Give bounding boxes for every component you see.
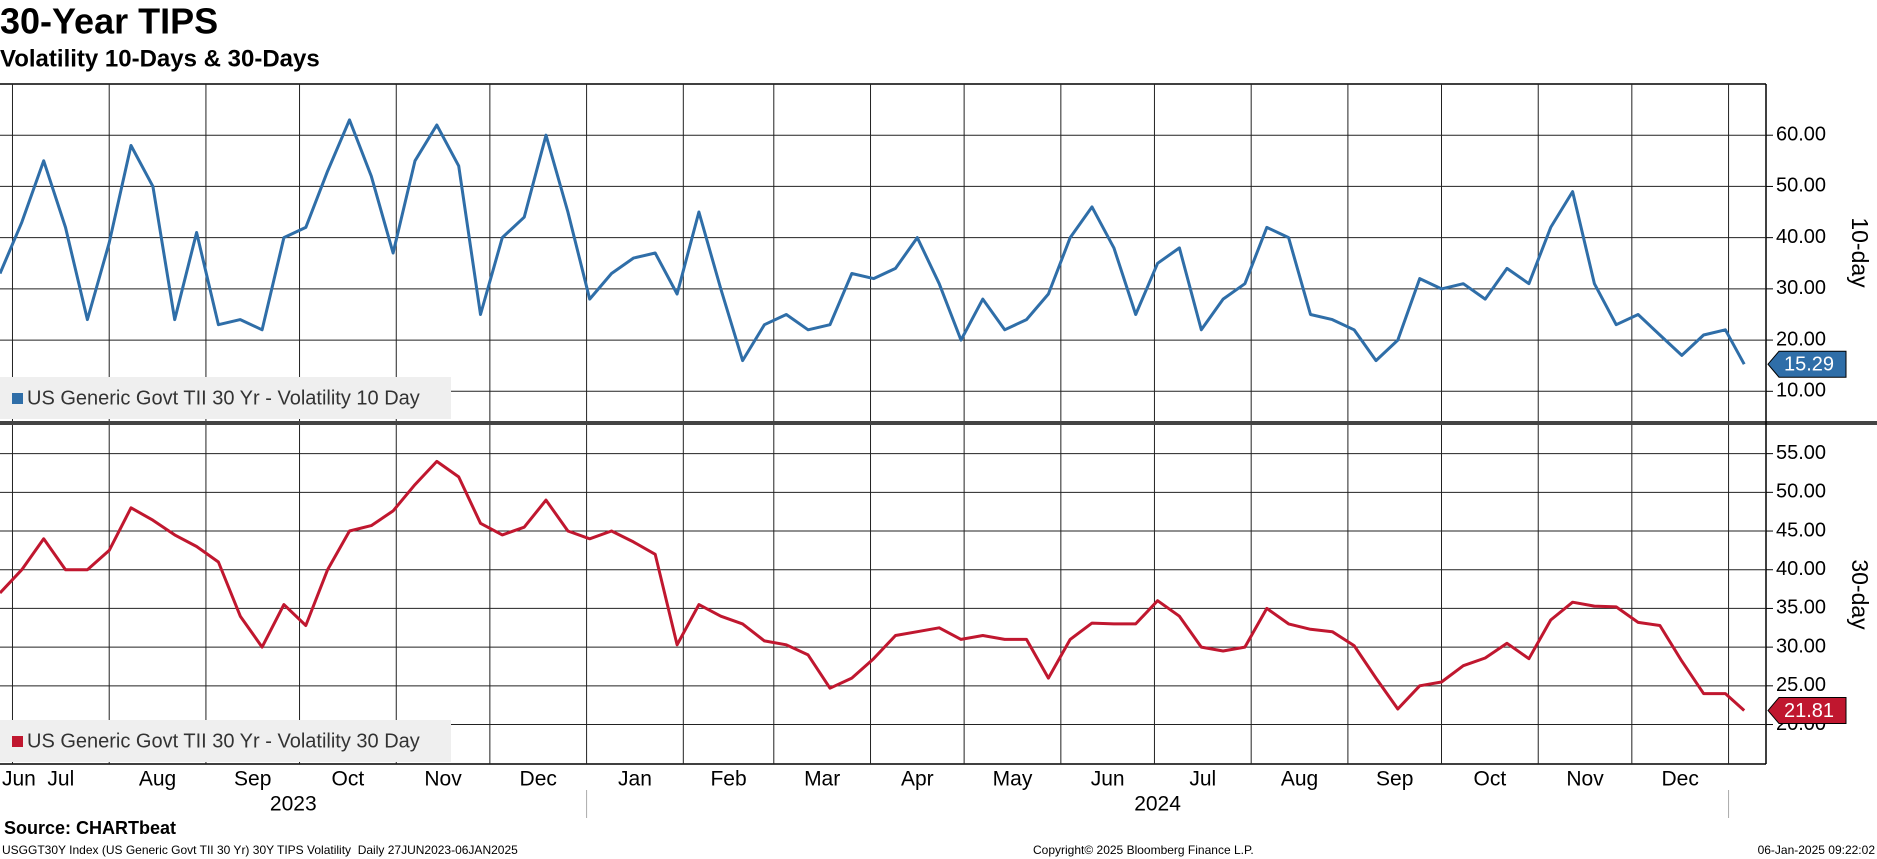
footer-copyright: Copyright© 2025 Bloomberg Finance L.P.: [1033, 843, 1254, 857]
footer-timestamp: 06-Jan-2025 09:22:02: [1758, 843, 1876, 857]
x-tick-label: Sep: [1376, 768, 1413, 791]
legend-swatch: [12, 393, 23, 404]
x-tick-label: Dec: [1662, 768, 1699, 791]
x-tick-label: Aug: [139, 768, 176, 791]
y-tick-label: 40.00: [1776, 558, 1826, 580]
x-tick-label: Jul: [47, 768, 74, 791]
legend-box: [0, 377, 451, 419]
x-tick-label: Mar: [804, 768, 840, 791]
y-tick-label: 25.00: [1776, 674, 1826, 696]
y-tick-label: 55.00: [1776, 442, 1826, 464]
x-tick-label: Sep: [234, 768, 271, 791]
x-tick-label: Oct: [332, 768, 365, 791]
y-axis-label: 30-day: [1847, 559, 1873, 630]
y-tick-label: 20.00: [1776, 328, 1826, 350]
x-tick-label: Oct: [1474, 768, 1507, 791]
y-tick-label: 50.00: [1776, 481, 1826, 503]
last-value-box: [1767, 697, 1847, 725]
legend-label: US Generic Govt TII 30 Yr - Volatility 1…: [27, 387, 420, 409]
x-tick-label: Jun: [1091, 768, 1125, 791]
series-line: [0, 118, 1746, 365]
x-tick-label: Jun: [2, 768, 36, 791]
last-value-label: 21.81: [1784, 700, 1834, 722]
x-tick-label: Apr: [901, 768, 934, 791]
source: Source: CHARTbeat: [4, 818, 176, 838]
y-tick-label: 35.00: [1776, 597, 1826, 619]
x-tick-label: Feb: [710, 768, 746, 791]
y-tick-label: 45.00: [1776, 519, 1826, 541]
y-tick-label: 30.00: [1776, 277, 1826, 299]
x-year-label: 2023: [270, 793, 317, 816]
legend-box: [0, 720, 451, 762]
x-tick-label: Dec: [520, 768, 557, 791]
legend-swatch: [12, 736, 23, 747]
series-line: [0, 459, 1746, 712]
x-tick-label: Nov: [1566, 768, 1604, 791]
chart-subtitle: Volatility 10-Days & 30-Days: [0, 45, 320, 72]
y-tick-label: 60.00: [1776, 123, 1826, 145]
x-tick-label: Nov: [424, 768, 462, 791]
footer-description: USGGT30Y Index (US Generic Govt TII 30 Y…: [2, 843, 518, 857]
y-tick-label: 30.00: [1776, 635, 1826, 657]
x-tick-label: May: [993, 768, 1033, 791]
y-axis-label: 10-day: [1847, 217, 1873, 288]
y-tick-label: 10.00: [1776, 380, 1826, 402]
x-tick-label: Jul: [1189, 768, 1216, 791]
chart-title: 30-Year TIPS: [0, 1, 218, 42]
last-value-label: 15.29: [1784, 353, 1834, 375]
x-tick-label: Aug: [1281, 768, 1318, 791]
y-tick-label: 40.00: [1776, 226, 1826, 248]
x-year-label: 2024: [1134, 793, 1181, 816]
y-tick-label: 50.00: [1776, 175, 1826, 197]
x-tick-label: Jan: [618, 768, 652, 791]
last-value-box: [1767, 350, 1847, 378]
legend-label: US Generic Govt TII 30 Yr - Volatility 3…: [27, 730, 420, 752]
